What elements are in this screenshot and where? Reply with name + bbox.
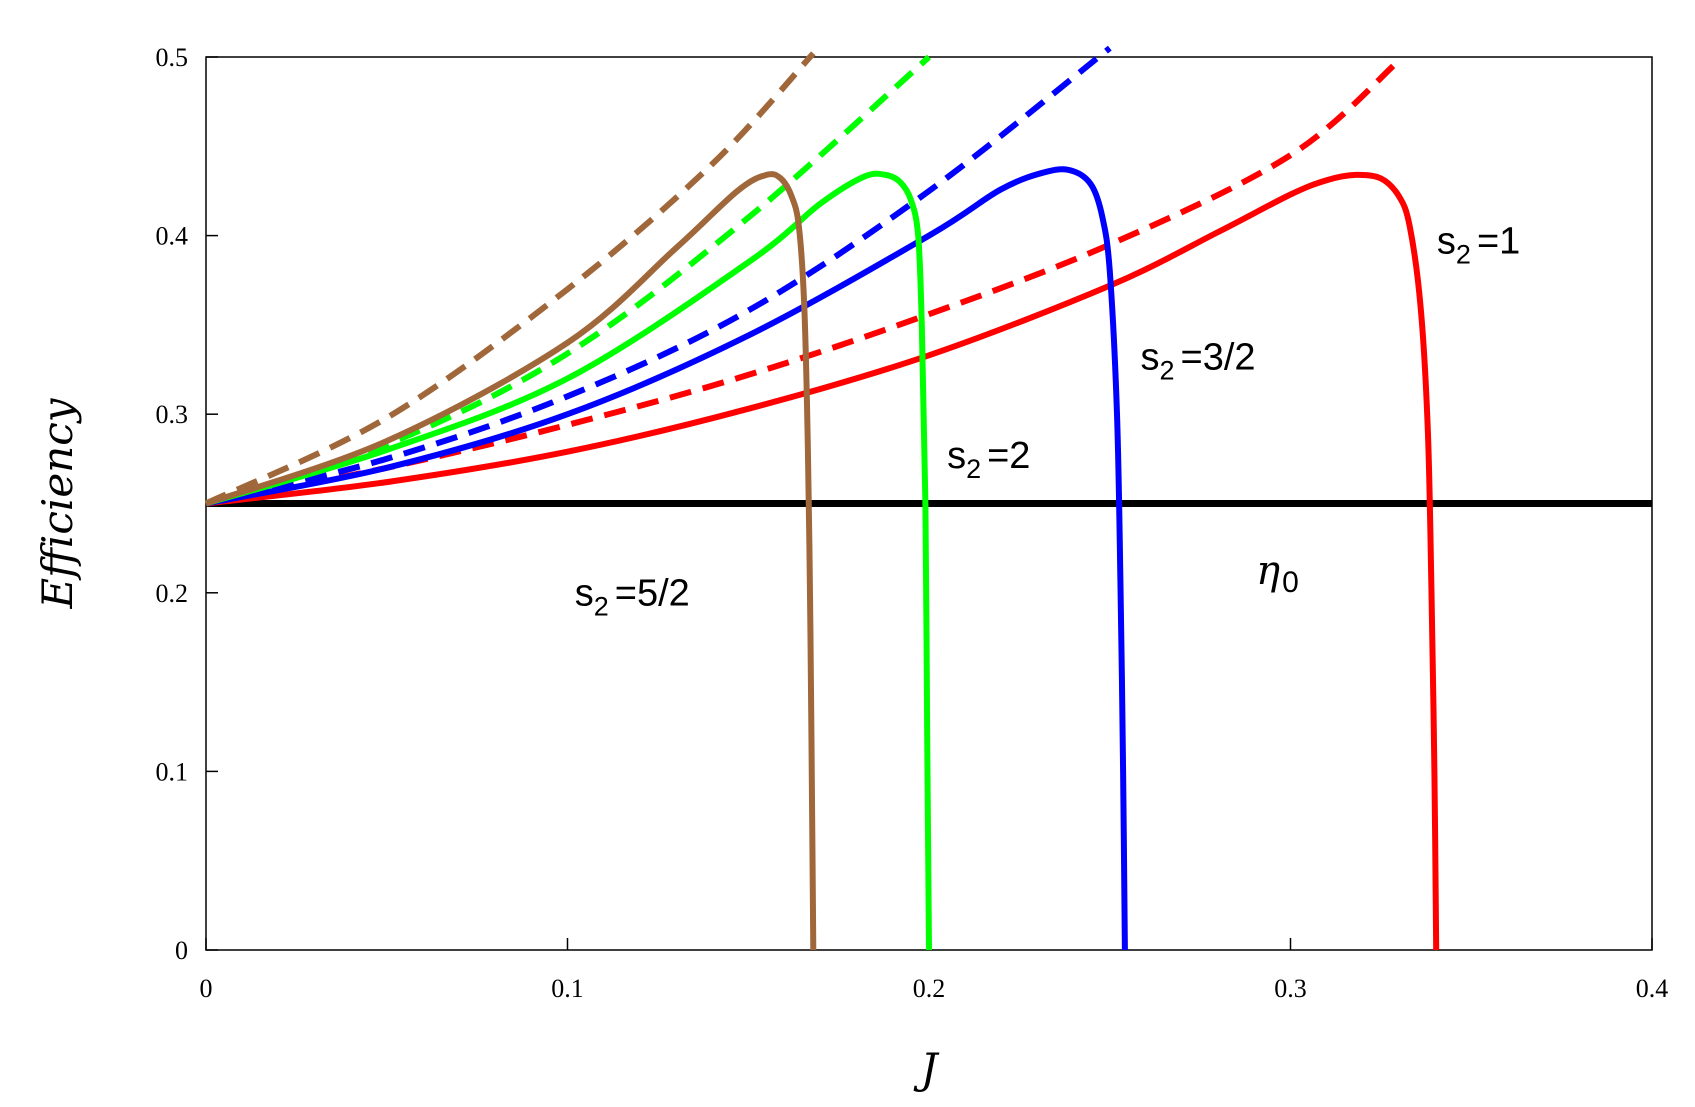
series-line-s2-3-2 — [205, 166, 1128, 951]
series-label-s2-1: s2 =1 — [1437, 220, 1520, 269]
y-tick-label: 0.3 — [156, 400, 189, 429]
series-label-s2-3-2-main: s — [1140, 337, 1159, 379]
series-label-s2-1-sub: 2 — [1456, 239, 1471, 269]
series-line-s2-5-2 — [205, 171, 817, 951]
y-tick-label: 0.4 — [156, 222, 189, 251]
x-axis-title: J — [913, 1044, 940, 1093]
y-tick-label: 0 — [175, 936, 188, 965]
series-line-s2-3-2-dashed — [205, 45, 1112, 507]
y-axis-title: Efficiency — [33, 397, 82, 609]
series-label-s2-5-2-sub: 2 — [594, 591, 609, 621]
x-axis: 0 0.1 0.2 0.3 0.4 — [200, 938, 1669, 1003]
series-line-s2-2-dashed — [205, 54, 931, 507]
series-label-eta0-sub: 0 — [1282, 566, 1299, 599]
series-lines — [204, 45, 1652, 951]
series-label-s2-3-2-sub: 2 — [1159, 356, 1174, 386]
x-tick-label: 0.2 — [913, 974, 946, 1003]
x-tick-label: 0 — [200, 974, 213, 1003]
series-label-eta0-main: η — [1256, 548, 1280, 594]
y-tick-label: 0.5 — [156, 43, 189, 72]
y-axis: 0 0.1 0.2 0.3 0.4 0.5 — [156, 43, 218, 965]
series-line-s2-1 — [205, 171, 1440, 951]
series-label-s2-3-2-rest: =3/2 — [1181, 337, 1256, 379]
series-label-s2-1-rest: =1 — [1477, 220, 1520, 262]
series-label-s2-2-main: s — [947, 435, 966, 477]
x-tick-label: 0.4 — [1636, 974, 1669, 1003]
y-tick-label: 0.1 — [156, 757, 189, 786]
series-line-s2-2 — [205, 170, 932, 951]
series-label-s2-5-2-rest: =5/2 — [615, 572, 690, 614]
x-tick-label: 0.1 — [551, 974, 584, 1003]
series-line-s2-5-2-dashed — [204, 51, 816, 507]
series-label-s2-3-2: s2 =3/2 — [1140, 337, 1255, 386]
series-label-s2-2-sub: 2 — [966, 454, 981, 484]
y-tick-label: 0.2 — [156, 579, 189, 608]
x-tick-label: 0.3 — [1274, 974, 1307, 1003]
series-label-s2-5-2-main: s — [575, 572, 594, 614]
series-label-s2-1-main: s — [1437, 220, 1456, 262]
series-label-s2-5-2: s2 =5/2 — [575, 572, 690, 621]
series-label-s2-2: s2 =2 — [947, 435, 1030, 484]
series-label-eta0: η0 — [1256, 548, 1299, 599]
series-label-s2-2-rest: =2 — [987, 435, 1030, 477]
